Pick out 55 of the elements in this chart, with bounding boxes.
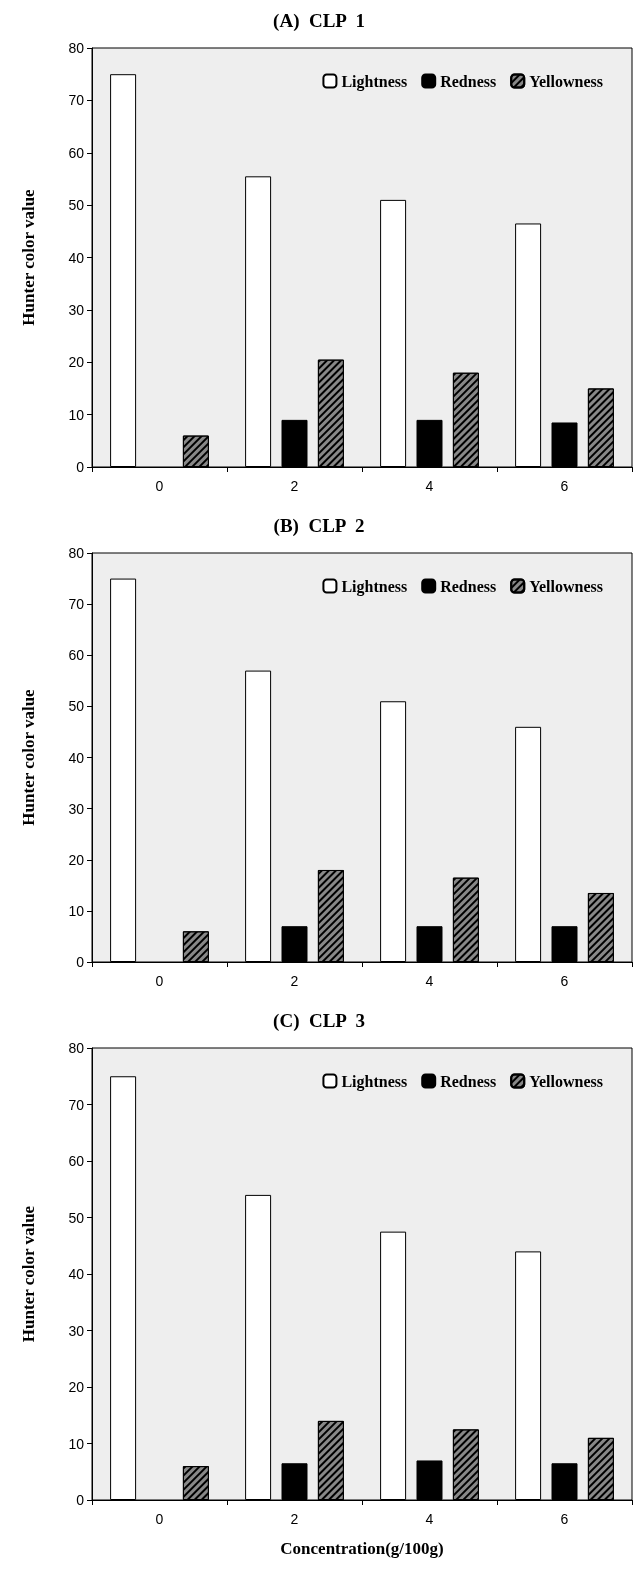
x-tick-label: 6 [560,1511,569,1527]
y-tick-label: 30 [68,1322,85,1339]
y-axis-title: Hunter color value [19,1205,38,1343]
y-tick-label: 40 [68,249,85,266]
x-tick-label: 6 [560,973,569,989]
chart-title: (A) CLP 1 [273,10,365,32]
y-tick-label: 80 [68,1040,85,1056]
y-tick-label: 70 [68,92,85,109]
y-tick-label: 30 [68,301,85,318]
y-axis-title: Hunter color value [19,688,38,826]
y-tick-label: 50 [68,1209,85,1226]
x-tick-label: 0 [155,973,164,989]
y-tick-label: 20 [68,851,85,868]
chart-title: (B) CLP 2 [273,515,365,537]
legend-label: Redness [440,72,497,90]
legend-label: Lightness [341,72,408,91]
y-tick-label: 10 [68,902,85,919]
y-tick-label: 50 [68,698,85,715]
y-tick-label: 60 [68,1153,85,1169]
legend-label: Redness [440,577,497,595]
legend-label: Yellowness [529,577,603,595]
legend-label: Yellowness [529,1072,603,1090]
y-tick-label: 0 [76,1492,85,1508]
x-tick-label: 4 [425,478,434,494]
y-tick-label: 30 [68,800,85,817]
x-axis-title: Concentration(g/100g) [280,1539,444,1558]
y-tick-label: 10 [68,1435,85,1452]
x-tick-label: 0 [155,478,164,494]
x-tick-label: 6 [560,478,569,494]
y-tick-label: 80 [68,545,85,561]
y-tick-label: 20 [68,354,85,371]
y-tick-label: 0 [76,954,85,970]
y-tick-label: 20 [68,1379,85,1395]
y-tick-label: 10 [68,406,85,423]
x-tick-label: 2 [290,973,299,989]
x-tick-label: 4 [425,1511,434,1527]
y-tick-label: 60 [68,144,85,161]
chart-title: (C) CLP 3 [273,1010,365,1032]
x-tick-label: 4 [425,973,434,989]
y-tick-label: 80 [68,40,85,56]
y-tick-label: 50 [68,197,85,214]
y-tick-label: 70 [68,1096,85,1113]
y-tick-label: 40 [68,749,85,766]
y-axis-title: Hunter color value [19,188,38,326]
legend-label: Redness [440,1072,497,1090]
x-tick-label: 2 [290,1511,299,1527]
y-tick-label: 70 [68,596,85,613]
legend-label: Lightness [341,577,408,596]
y-tick-label: 40 [68,1266,85,1282]
legend-label: Yellowness [529,72,603,90]
y-tick-label: 60 [68,647,85,664]
y-tick-label: 0 [76,459,85,475]
x-tick-label: 2 [290,478,299,494]
x-tick-label: 0 [155,1511,164,1527]
legend-label: Lightness [341,1072,408,1091]
